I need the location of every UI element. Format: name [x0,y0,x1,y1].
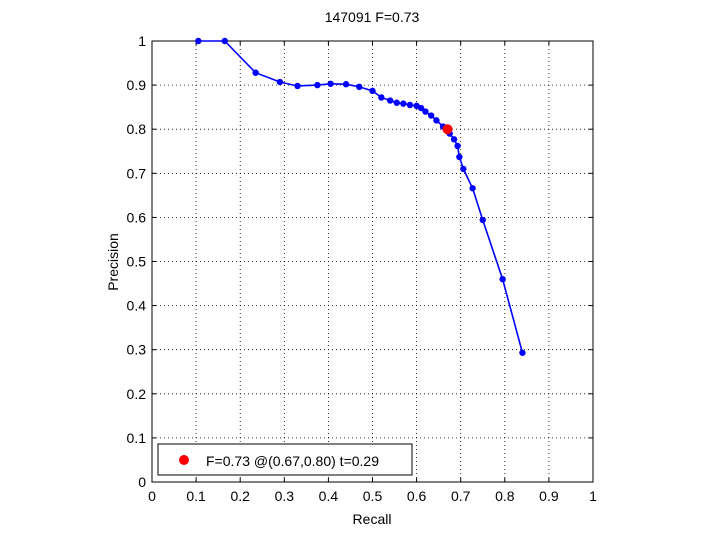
data-point [479,216,486,224]
y-tick-label: 0.5 [127,254,147,270]
legend-box [157,443,413,476]
data-point [519,349,526,356]
x-tick-label: 0.2 [230,488,250,504]
y-tick-label: 0.1 [127,430,147,446]
chart-title: 147091 F=0.73 [325,9,420,25]
data-point [221,37,228,45]
y-tick-label: 0.8 [127,121,147,137]
y-tick-label: 1 [138,33,146,49]
data-point [433,117,440,124]
data-point [386,97,394,104]
x-axis-title: Recall [353,511,392,527]
data-point [314,81,321,89]
y-tick-label: 0.6 [127,209,147,225]
data-point [276,78,284,86]
data-point [195,37,202,45]
x-tick-label: 0.4 [319,488,339,504]
legend: F=0.73 @(0.67,0.80) t=0.29 [157,443,413,476]
best-f-point [442,124,453,135]
x-tick-label: 0.3 [275,488,295,504]
legend-marker [179,455,189,465]
data-point [469,185,476,192]
x-tick-label: 0.5 [363,488,383,504]
x-tick-label: 0.6 [407,488,427,504]
data-point [342,81,350,88]
x-tick-label: 0.8 [495,488,515,504]
y-tick-label: 0.2 [127,386,147,402]
data-point [393,99,400,106]
data-point [460,165,467,173]
data-point [417,104,425,112]
x-tick-label: 0.7 [451,488,471,504]
x-tick-label: 0.1 [186,488,206,504]
axis-ticks: 0 0.1 0.2 0.3 0.4 0.5 0.6 0.7 0.8 0.9 1 0 0.1 0.2 0.3 0… [127,33,598,504]
data-point [456,153,463,161]
y-tick-label: 0.7 [127,165,147,181]
data-point [427,112,435,119]
y-tick-label: 0.4 [127,298,147,314]
data-point [356,83,363,91]
x-tick-label: 0 [148,488,156,504]
x-tick-label: 1 [589,488,597,504]
data-point [252,69,259,76]
data-point [400,100,407,107]
data-point [422,108,429,115]
data-point [369,87,376,95]
data-point [406,101,414,109]
data-point [294,82,301,90]
x-tick-label: 0.9 [539,488,559,504]
series-layer [195,37,526,356]
y-axis-title: Precision [105,233,121,291]
data-point [499,275,506,283]
y-tick-label: 0.9 [127,77,147,93]
data-point [454,142,461,150]
data-point [450,136,458,143]
y-tick-label: 0.3 [127,342,147,358]
legend-label: F=0.73 @(0.67,0.80) t=0.29 [206,453,379,469]
data-point [378,94,385,101]
y-tick-label: 0 [138,474,146,490]
data-point [327,80,334,87]
grid [152,41,593,482]
